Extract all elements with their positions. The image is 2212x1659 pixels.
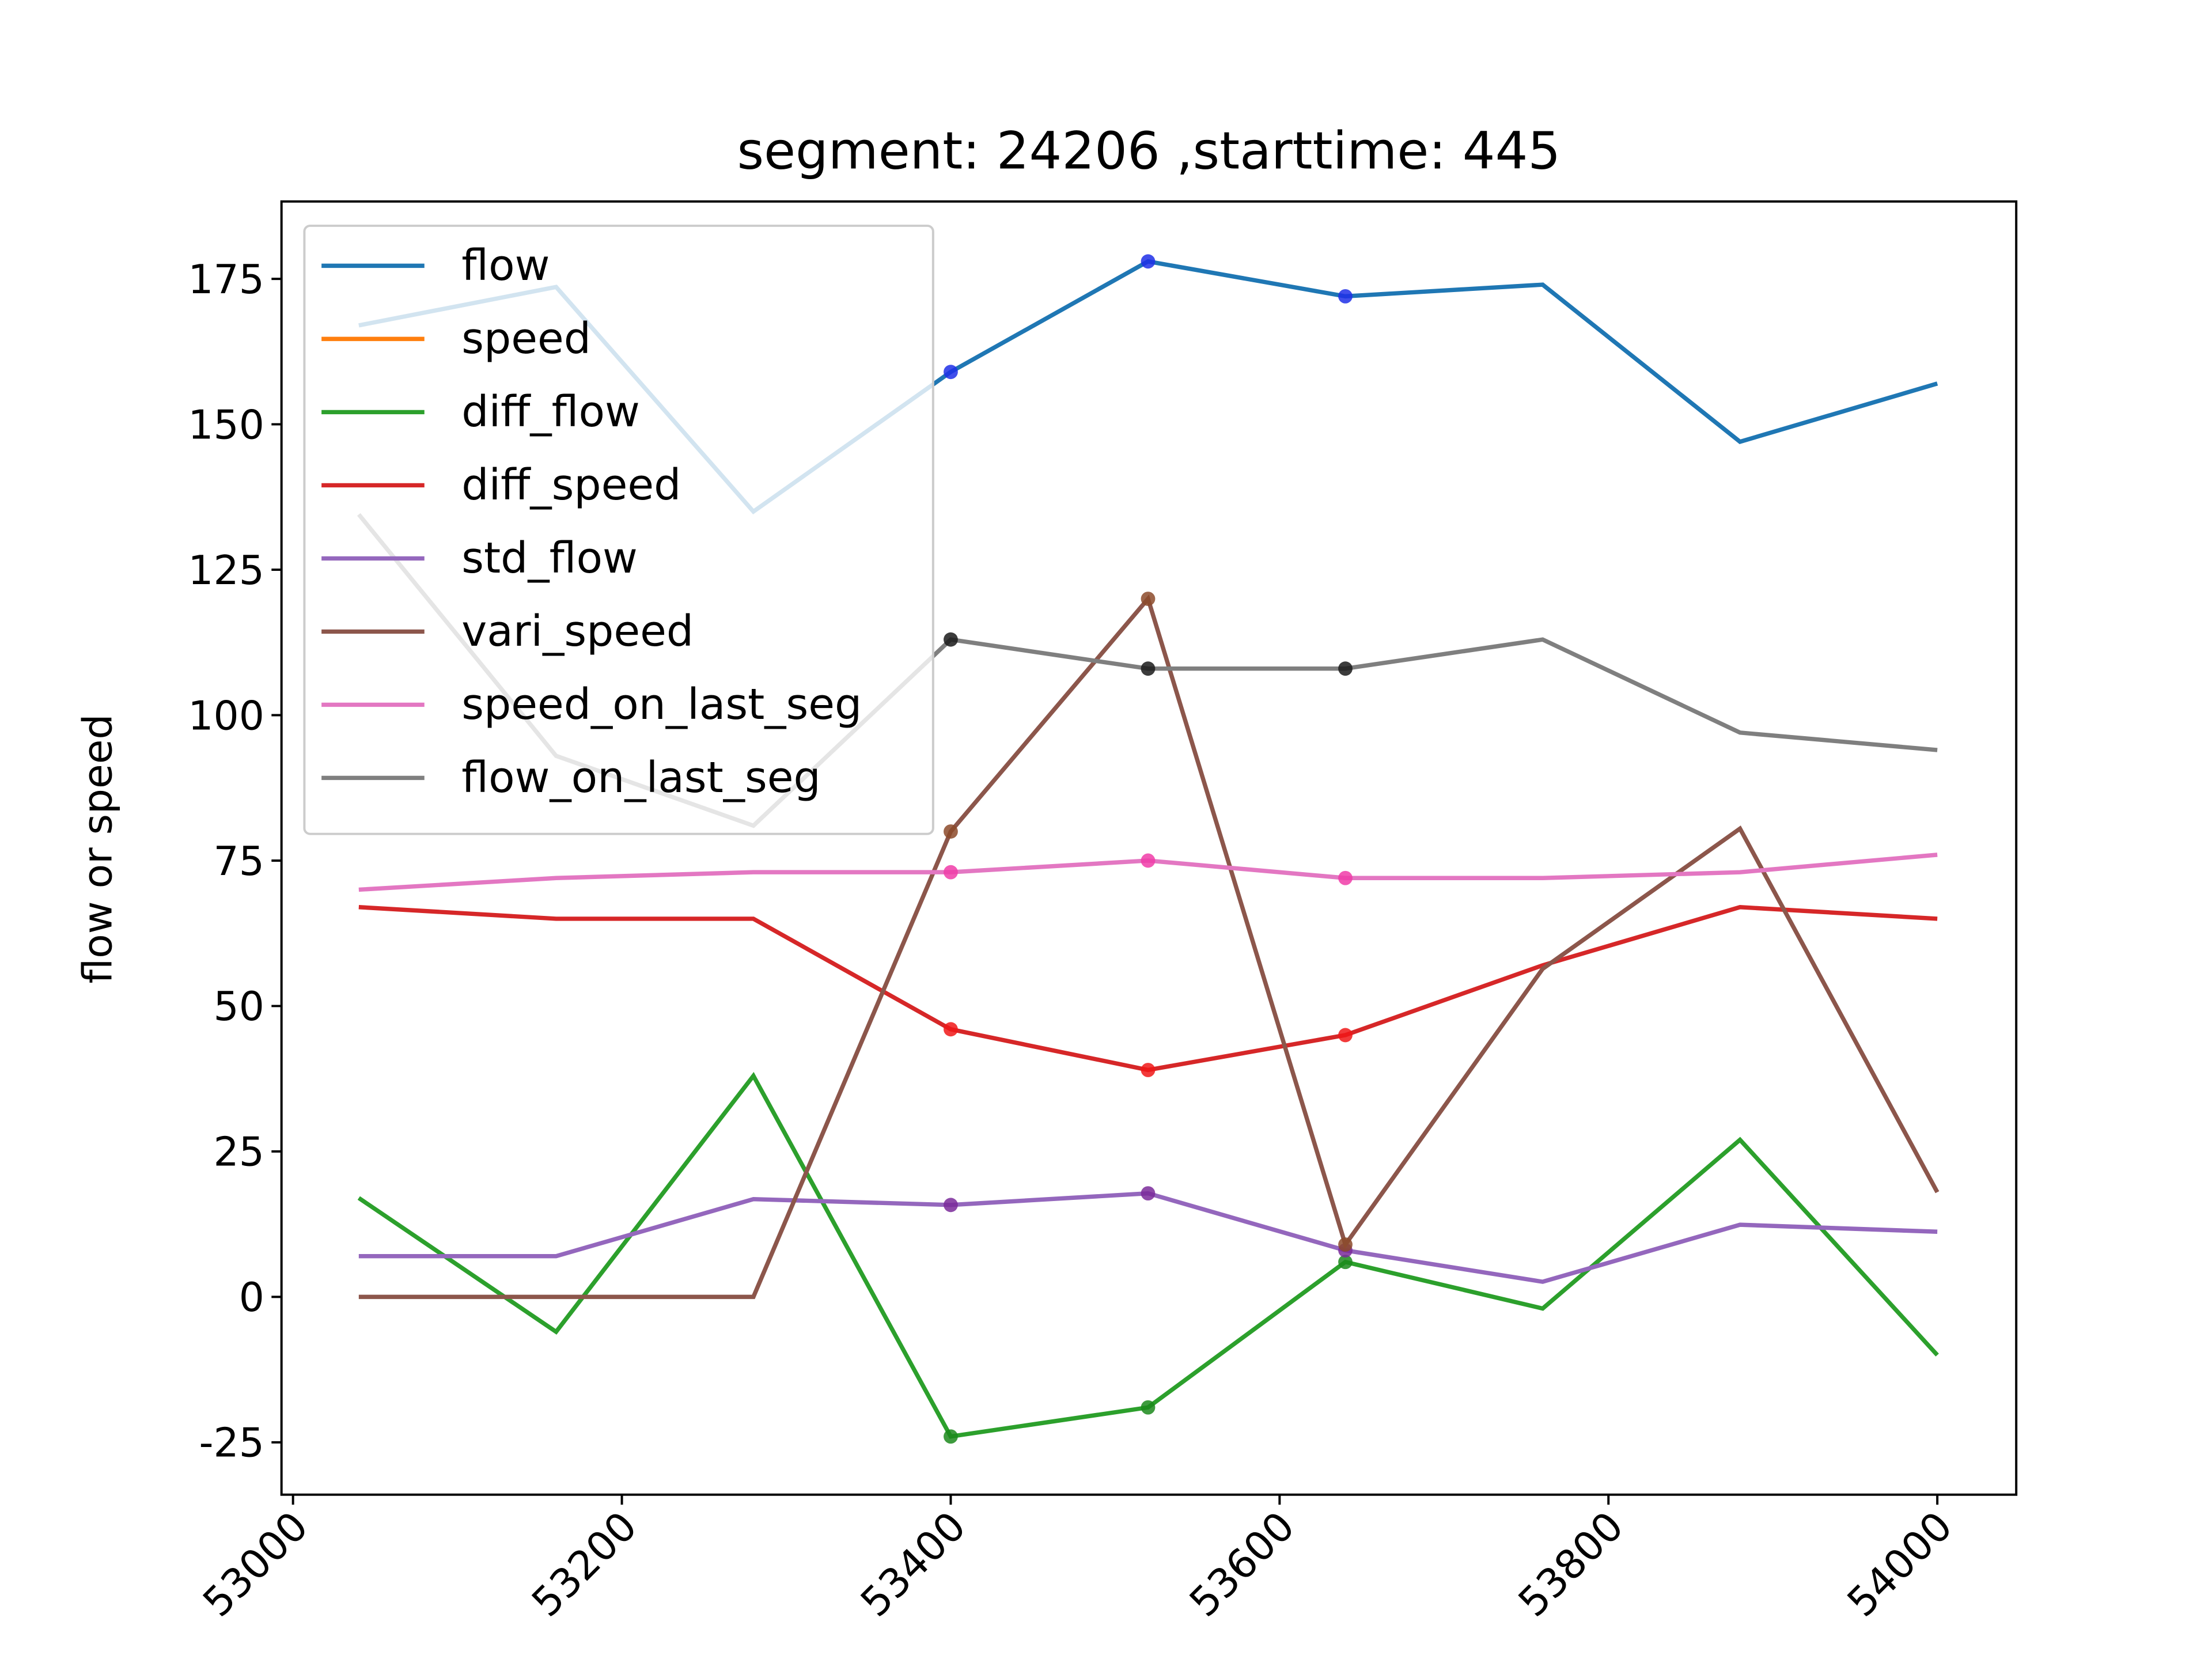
legend-label: vari_speed xyxy=(461,606,694,656)
highlight-marker xyxy=(1338,1255,1353,1270)
highlight-marker xyxy=(1338,870,1353,885)
highlight-marker xyxy=(1338,1028,1353,1043)
highlight-marker xyxy=(1141,1186,1156,1201)
highlight-marker xyxy=(944,865,958,880)
y-tick-label: 175 xyxy=(188,257,264,303)
highlight-marker xyxy=(944,824,958,839)
legend-label: flow_on_last_seg xyxy=(461,752,821,802)
plot-frame xyxy=(280,200,2018,1496)
highlight-marker xyxy=(1141,1400,1156,1415)
highlight-marker xyxy=(1141,254,1156,269)
highlight-marker xyxy=(944,1429,958,1444)
highlight-marker xyxy=(944,365,958,380)
legend-label: flow xyxy=(461,240,550,290)
highlight-marker xyxy=(1338,289,1353,304)
highlight-marker xyxy=(1141,853,1156,868)
y-tick-label: 75 xyxy=(214,839,264,885)
legend-box xyxy=(303,224,934,835)
highlight-marker xyxy=(1141,1063,1156,1077)
highlight-marker xyxy=(944,1022,958,1037)
y-tick-label: 150 xyxy=(188,402,264,448)
highlight-marker xyxy=(944,1198,958,1213)
y-axis-label: flow or speed xyxy=(75,714,121,984)
highlight-marker xyxy=(1141,592,1156,606)
y-tick-label: 25 xyxy=(214,1130,264,1176)
chart-title: segment: 24206 ,starttime: 445 xyxy=(737,122,1561,181)
legend-label: speed xyxy=(461,313,591,363)
y-tick-label: -25 xyxy=(199,1421,264,1467)
highlight-marker xyxy=(1338,1237,1353,1252)
legend-label: diff_flow xyxy=(461,387,640,437)
legend-label: speed_on_last_seg xyxy=(461,679,862,729)
highlight-marker xyxy=(944,632,958,647)
y-tick-label: 125 xyxy=(188,548,264,594)
highlight-marker xyxy=(1338,661,1353,676)
y-tick-label: 100 xyxy=(188,693,264,739)
highlight-marker xyxy=(1141,661,1156,676)
legend-label: diff_speed xyxy=(461,460,681,510)
y-tick-label: 0 xyxy=(239,1275,264,1321)
y-tick-label: 50 xyxy=(214,984,264,1030)
legend-label: std_flow xyxy=(461,533,638,583)
